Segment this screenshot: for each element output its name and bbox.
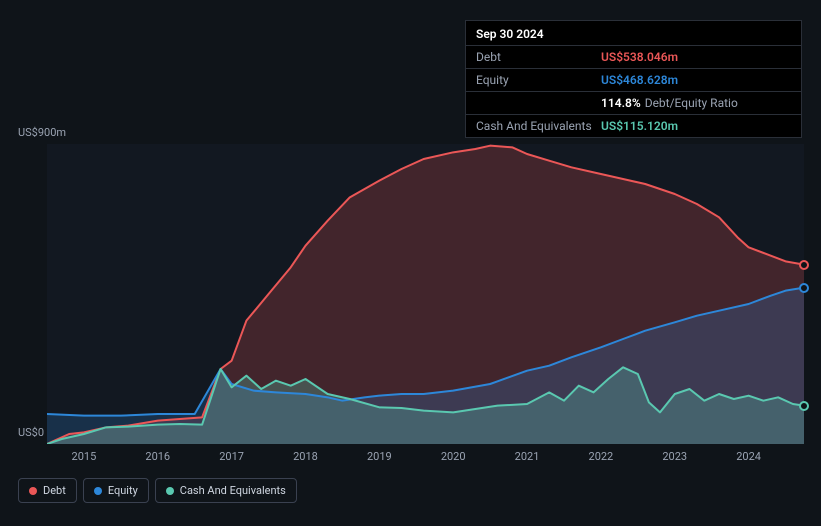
x-axis-tick: 2016	[138, 450, 178, 463]
info-value: US$115.120m	[601, 119, 791, 133]
legend-label: Debt	[43, 484, 66, 497]
legend-label: Cash And Equivalents	[180, 484, 286, 497]
x-axis-tick: 2017	[212, 450, 252, 463]
chart-svg	[47, 144, 804, 444]
legend-item[interactable]: Debt	[18, 478, 77, 503]
x-axis-tick: 2020	[433, 450, 473, 463]
x-axis-tick: 2023	[655, 450, 695, 463]
legend: Debt Equity Cash And Equivalents	[18, 478, 297, 503]
chart-plot-area[interactable]	[47, 144, 804, 444]
chart-container: Sep 30 2024 Debt US$538.046m Equity US$4…	[0, 0, 821, 526]
x-axis-tick: 2022	[581, 450, 621, 463]
legend-item[interactable]: Equity	[83, 478, 149, 503]
legend-item[interactable]: Cash And Equivalents	[155, 478, 297, 503]
legend-swatch-icon	[29, 487, 37, 495]
ratio-pct: 114.8%	[601, 96, 641, 110]
series-end-marker-icon	[799, 401, 809, 411]
ratio-label: Debt/Equity Ratio	[645, 96, 738, 110]
x-axis-tick: 2018	[285, 450, 325, 463]
info-row-ratio: 114.8% Debt/Equity Ratio	[466, 91, 801, 114]
info-value: US$468.628m	[601, 73, 791, 87]
info-box: Sep 30 2024 Debt US$538.046m Equity US$4…	[465, 20, 802, 138]
info-row-cash: Cash And Equivalents US$115.120m	[466, 114, 801, 137]
info-date: Sep 30 2024	[466, 21, 801, 45]
info-row-equity: Equity US$468.628m	[466, 68, 801, 91]
info-value: US$538.046m	[601, 50, 791, 64]
info-label: Debt	[476, 50, 601, 64]
legend-swatch-icon	[166, 487, 174, 495]
x-axis-tick: 2021	[507, 450, 547, 463]
x-axis-tick: 2015	[64, 450, 104, 463]
x-axis-tick: 2019	[359, 450, 399, 463]
info-label-empty	[476, 96, 601, 110]
series-end-marker-icon	[799, 283, 809, 293]
info-label: Cash And Equivalents	[476, 119, 601, 133]
info-label: Equity	[476, 73, 601, 87]
info-ratio: 114.8% Debt/Equity Ratio	[601, 96, 738, 110]
legend-swatch-icon	[94, 487, 102, 495]
legend-label: Equity	[108, 484, 138, 497]
x-axis-tick: 2024	[729, 450, 769, 463]
y-axis-label-min: US$0	[18, 426, 44, 439]
y-axis-label-max: US$900m	[18, 126, 66, 139]
info-row-debt: Debt US$538.046m	[466, 45, 801, 68]
series-end-marker-icon	[799, 260, 809, 270]
